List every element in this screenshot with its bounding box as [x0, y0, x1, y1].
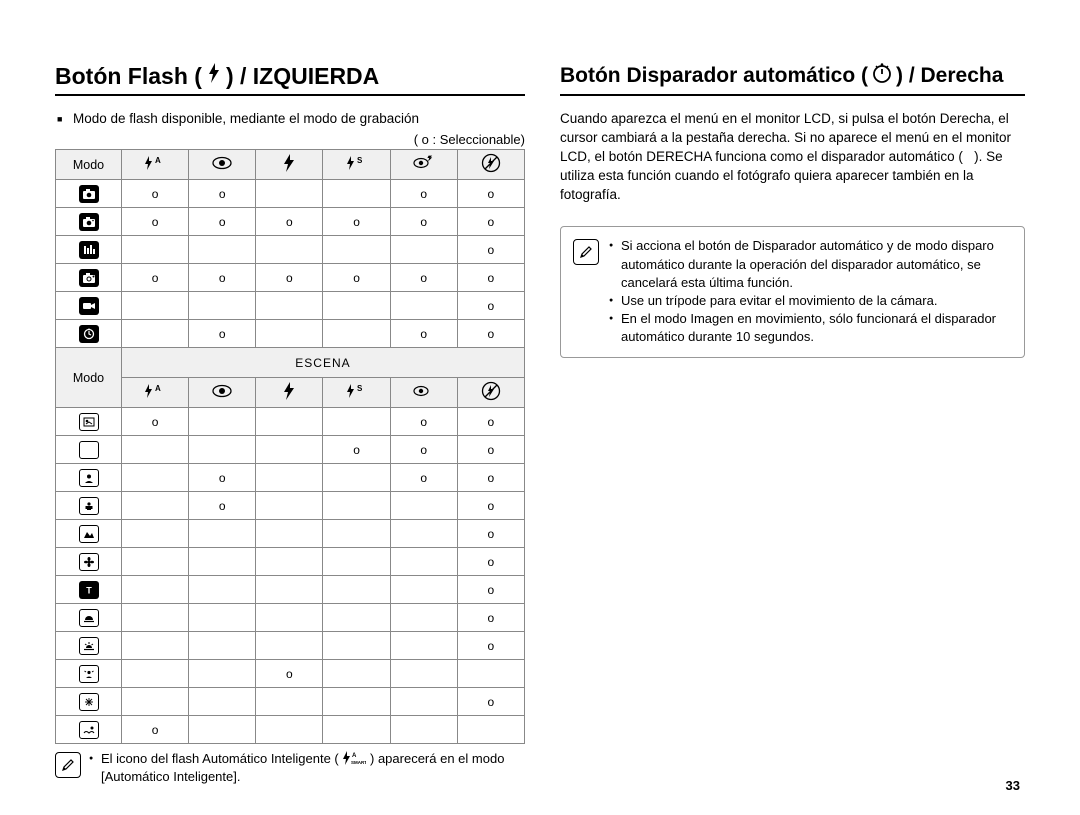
svg-text:S: S: [357, 156, 363, 165]
svg-text:SMART: SMART: [351, 760, 366, 765]
col-auto-flash-icon: A: [122, 378, 189, 408]
scene-beach-snow-icon: [56, 716, 122, 744]
table-row: o: [56, 292, 525, 320]
table-row: ooo: [56, 464, 525, 492]
mode-smart-icon: [56, 320, 122, 348]
flash-icon: [206, 62, 222, 90]
scene-landscape-icon: [56, 520, 122, 548]
intro-text: Modo de flash disponible, mediante el mo…: [55, 110, 525, 128]
heading-text-post: ) / IZQUIERDA: [226, 63, 379, 90]
right-column: Botón Disparador automático ( ) / Derech…: [560, 62, 1025, 785]
table-row: oooooo: [56, 208, 525, 236]
table-row: o: [56, 604, 525, 632]
table-row: oo: [56, 492, 525, 520]
col-slow-sync-icon: S: [323, 378, 390, 408]
heading-text-pre: Botón Flash (: [55, 63, 202, 90]
mode-dual-icon: [56, 236, 122, 264]
svg-text:A: A: [352, 753, 357, 759]
escena-label: ESCENA: [122, 348, 525, 378]
left-column: Botón Flash ( ) / IZQUIERDA Modo de flas…: [55, 62, 525, 785]
scene-sunset-icon: [56, 604, 122, 632]
svg-text:A: A: [155, 156, 161, 165]
right-heading: Botón Disparador automático ( ) / Derech…: [560, 62, 1025, 96]
self-timer-icon: [872, 62, 892, 90]
table-row: o: [56, 520, 525, 548]
table-row: o: [56, 236, 525, 264]
scene-backlight-icon: [56, 660, 122, 688]
scene-text-icon: T: [56, 576, 122, 604]
col-fill-flash-icon: [256, 378, 323, 408]
page-number: 33: [1006, 778, 1020, 793]
scene-closeup-icon: [56, 548, 122, 576]
table-row: o: [56, 548, 525, 576]
svg-text:S: S: [357, 384, 363, 393]
table-row: ooo: [56, 320, 525, 348]
mode-program-icon: [56, 208, 122, 236]
col-redeye-fix-icon: [390, 378, 457, 408]
col-slow-sync-icon: S: [323, 150, 390, 180]
svg-text:T: T: [86, 585, 92, 595]
table-row: ooo: [56, 436, 525, 464]
left-note: El icono del flash Automático Inteligent…: [55, 750, 525, 785]
note-item: Use un trípode para evitar el movimiento…: [609, 292, 1012, 310]
col-flash-off-icon: [457, 150, 524, 180]
note-pencil-icon: [573, 239, 599, 265]
heading-text-post: ) / Derecha: [896, 64, 1003, 88]
table-row: o: [56, 632, 525, 660]
col-flash-off-icon: [457, 378, 524, 408]
col-redeye-fix-icon: [390, 150, 457, 180]
heading-text-pre: Botón Disparador automático (: [560, 64, 868, 88]
table-row: oooooo: [56, 264, 525, 292]
table-header-modo: Modo: [56, 150, 122, 180]
scene-dawn-icon: [56, 632, 122, 660]
svg-text:A: A: [155, 384, 161, 393]
col-redeye-icon: [189, 150, 256, 180]
mode-scene-icon: [56, 264, 122, 292]
table-row: o: [56, 688, 525, 716]
left-heading: Botón Flash ( ) / IZQUIERDA: [55, 62, 525, 96]
right-note-box: Si acciona el botón de Disparador automá…: [560, 226, 1025, 357]
col-redeye-icon: [189, 378, 256, 408]
legend-text: ( o : Seleccionable): [55, 132, 525, 147]
smart-flash-icon: ASMART: [342, 751, 366, 766]
note-pencil-icon: [55, 752, 81, 778]
table-row: o: [56, 660, 525, 688]
table-row: To: [56, 576, 525, 604]
right-paragraph: Cuando aparezca el menú en el monitor LC…: [560, 110, 1025, 204]
flash-modes-table: Modo A S oooo oooooo o: [55, 149, 525, 744]
table-row: o: [56, 716, 525, 744]
scene-frame-guide-icon: [56, 408, 122, 436]
note-item: El icono del flash Automático Inteligent…: [89, 750, 525, 785]
table-header-modo-2: Modo: [56, 348, 122, 408]
scene-night-icon: [56, 436, 122, 464]
note-item: En el modo Imagen en movimiento, sólo fu…: [609, 310, 1012, 346]
mode-movie-icon: [56, 292, 122, 320]
table-row: oooo: [56, 180, 525, 208]
table-row: ooo: [56, 408, 525, 436]
mode-auto-icon: [56, 180, 122, 208]
scene-fireworks-icon: [56, 688, 122, 716]
note-item: Si acciona el botón de Disparador automá…: [609, 237, 1012, 292]
scene-portrait-icon: [56, 464, 122, 492]
scene-children-icon: [56, 492, 122, 520]
col-fill-flash-icon: [256, 150, 323, 180]
col-auto-flash-icon: A: [122, 150, 189, 180]
